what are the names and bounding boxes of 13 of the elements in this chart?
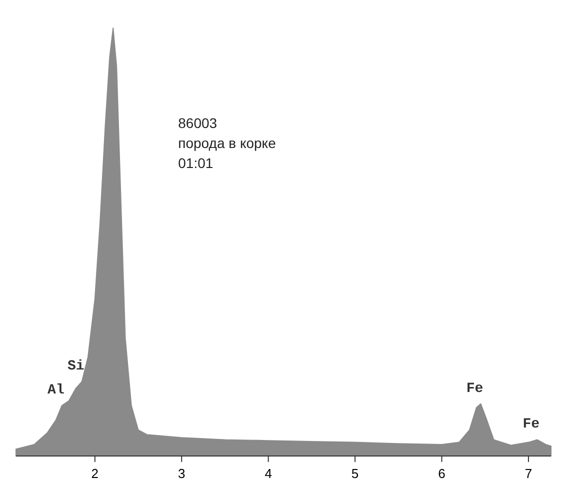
x-tick-label: 3 <box>178 466 186 481</box>
annotation: 01:01 <box>178 155 214 171</box>
x-tick-label: 5 <box>351 466 359 481</box>
x-tick-label: 7 <box>524 466 532 481</box>
x-tick-label: 4 <box>264 466 272 481</box>
annotation: Al <box>48 382 64 398</box>
annotation: Fe <box>522 416 540 433</box>
annotation: Si <box>67 358 84 375</box>
x-tick-label: 2 <box>91 466 99 481</box>
annotation: Fe <box>466 380 484 397</box>
annotation: 86003 <box>178 115 218 131</box>
x-tick-label: 6 <box>438 466 446 481</box>
annotation: порода в корке <box>178 135 276 151</box>
